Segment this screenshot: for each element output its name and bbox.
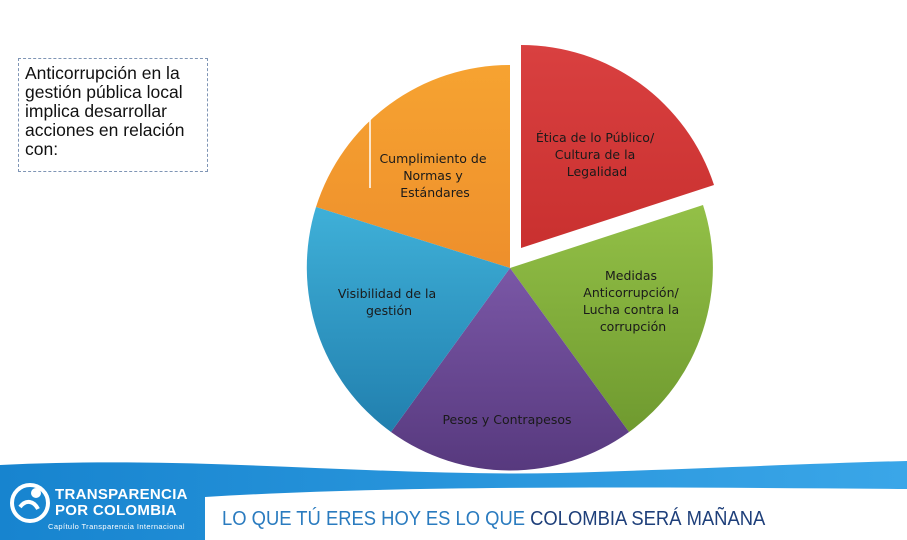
segment-pesos (391, 268, 629, 471)
label-pesos: Pesos y Contrapesos (442, 412, 571, 427)
logo-icon (10, 483, 50, 523)
org-name-line1: TRANSPARENCIA (55, 486, 188, 503)
footer-band (0, 461, 907, 540)
slogan-part2: COLOMBIA SERÁ MAÑANA (530, 508, 766, 530)
org-name-line2: POR COLOMBIA (55, 502, 177, 519)
segment-etica (521, 44, 714, 248)
intro-text-box: Anticorrupción en la gestión pública loc… (18, 58, 208, 172)
label-medidas: Medidas Anticorrupción/ Lucha contra la … (583, 268, 683, 334)
footer-slogan-panel (205, 487, 907, 540)
segment-visibilidad (306, 207, 510, 432)
segment-medidas (510, 205, 713, 432)
slogan: LO QUE TÚ ERES HOY ES LO QUE COLOMBIA SE… (222, 508, 765, 534)
segment-cumplimiento (316, 64, 510, 268)
label-visibilidad: Visibilidad de la gestión (338, 286, 440, 318)
org-subtitle: Capítulo Transparencia Internacional (48, 522, 185, 531)
slogan-part1: LO QUE TÚ ERES HOY ES LO QUE (222, 508, 531, 530)
label-cumplimiento: Cumplimiento de Normas y Estándares (379, 151, 490, 200)
org-name: TRANSPARENCIA POR COLOMBIA (55, 487, 188, 519)
label-etica: Ética de lo Público/ Cultura de la Legal… (536, 130, 658, 179)
